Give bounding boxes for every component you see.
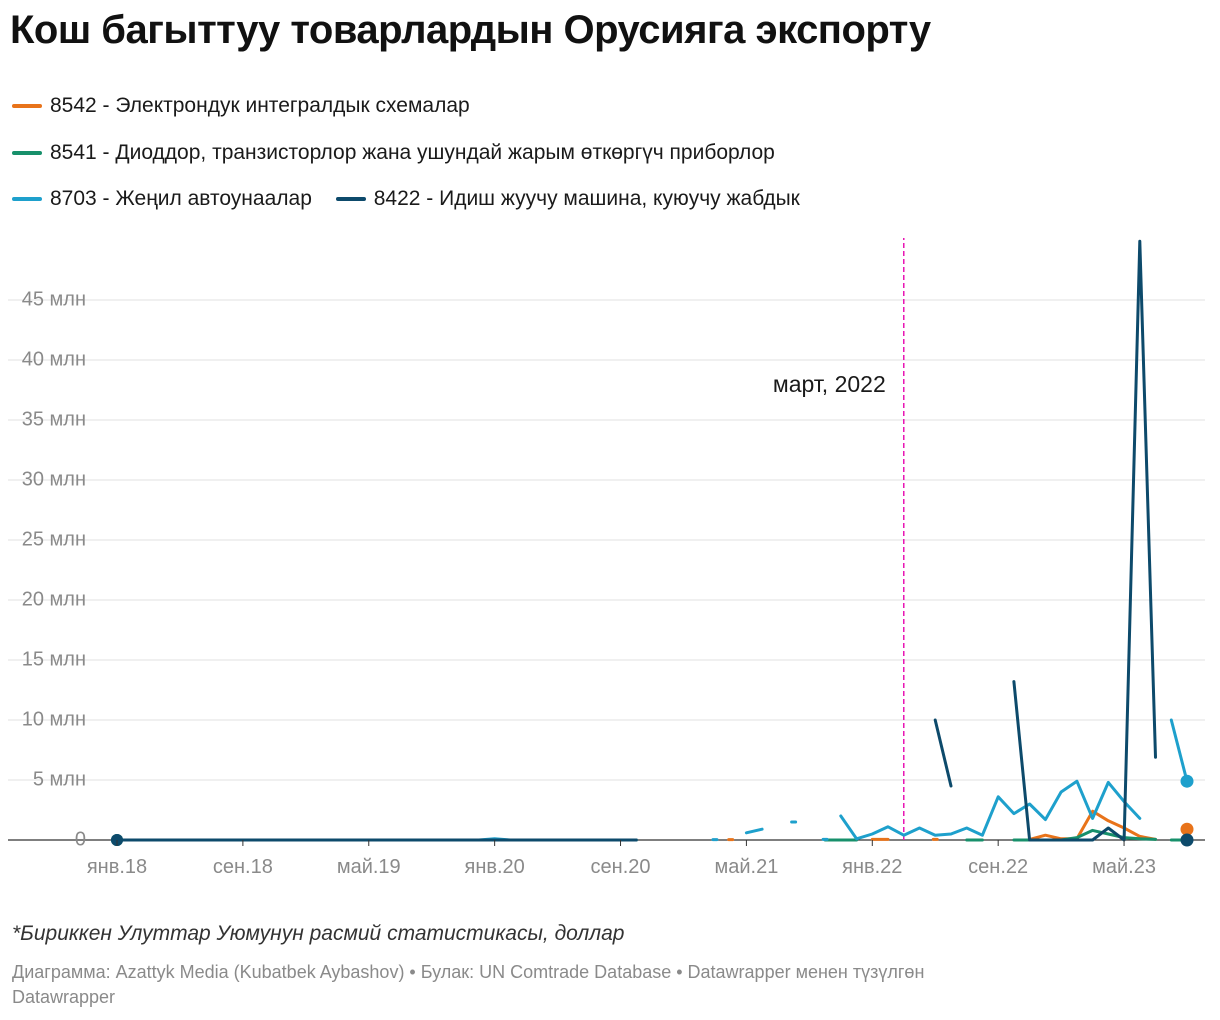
y-tick-label: 35 млн: [22, 408, 86, 430]
legend-row-1: 8542 - Электрондук интегралдык схемалар: [12, 90, 488, 118]
series-3: [111, 718, 1194, 846]
series-line: [1169, 718, 1189, 783]
legend-label-8541: 8541 - Диоддор, транзисторлор жана ушунд…: [50, 141, 775, 164]
legend-swatch-8422: [335, 197, 366, 201]
line-chart: март, 2022 0 5 млн 10 млн 15 млн 20 млн 25 мл…: [8, 238, 1205, 878]
series-line: [839, 779, 1142, 841]
x-tick-label: янв.18: [87, 856, 147, 878]
series-line: [1028, 809, 1157, 841]
y-tick-label: 30 млн: [22, 468, 86, 490]
series-end-dot: [1180, 774, 1194, 788]
legend-label-8703: 8703 - Жеңил автоунаалар: [50, 187, 312, 210]
legend-item-8422: 8422 - Идиш жуучу машина, куюучу жабдык: [335, 187, 800, 211]
x-tick-label: сен.18: [213, 856, 273, 878]
y-tick-label: 0: [75, 828, 86, 850]
y-tick-label: 10 млн: [22, 708, 86, 730]
legend-label-8542: 8542 - Электрондук интегралдык схемалар: [50, 94, 470, 117]
y-tick-label: 5 млн: [33, 768, 86, 790]
series-line: [744, 827, 764, 835]
y-tick-label: 15 млн: [22, 648, 86, 670]
legend-row-3: 8703 - Жеңил автоунаалар 8422 - Идиш жуу…: [12, 183, 818, 211]
x-tick-label: май.21: [714, 856, 778, 878]
credits-text: Диаграмма: Azattyk Media (Kubatbek Aybas…: [12, 962, 925, 982]
legend-swatch-8542: [12, 104, 42, 108]
y-tick-label: 40 млн: [22, 348, 86, 370]
x-tick-label: сен.22: [968, 856, 1028, 878]
series-line: [933, 718, 953, 788]
legend-row-2: 8541 - Диоддор, транзисторлор жана ушунд…: [12, 137, 793, 165]
footnote: *Бириккен Улуттар Уюмунун расмий статист…: [12, 922, 625, 945]
x-tick-label: май.23: [1092, 856, 1156, 878]
x-tick-label: сен.20: [591, 856, 651, 878]
y-tick-label: 45 млн: [22, 288, 86, 310]
series-end-dot: [1180, 822, 1194, 836]
legend-item-8703: 8703 - Жеңил автоунаалар: [12, 187, 312, 211]
legend-label-8422: 8422 - Идиш жуучу машина, куюучу жабдык: [373, 187, 800, 210]
legend-item-8541: 8541 - Диоддор, транзисторлор жана ушунд…: [12, 141, 775, 165]
annotation-label: март, 2022: [773, 371, 886, 397]
series-2: [111, 828, 1189, 846]
x-tick-label: янв.20: [464, 856, 524, 878]
chart-title: Кош багыттуу товарлардын Орусияга экспор…: [10, 8, 931, 52]
legend-swatch-8541: [12, 151, 42, 155]
x-tick-label: янв.22: [842, 856, 902, 878]
series-line: [1012, 239, 1157, 842]
series-4: [111, 239, 1194, 847]
legend-item-8542: 8542 - Электрондук интегралдык схемалар: [12, 94, 470, 118]
legend-swatch-8703: [12, 197, 42, 201]
y-tick-label: 20 млн: [22, 588, 86, 610]
x-tick-label: май.19: [337, 856, 401, 878]
credits-brand: Datawrapper: [12, 987, 116, 1007]
series-end-dot: [1180, 833, 1194, 847]
y-tick-label: 25 млн: [22, 528, 86, 550]
credits: Диаграмма: Azattyk Media (Kubatbek Aybas…: [12, 960, 1152, 1010]
